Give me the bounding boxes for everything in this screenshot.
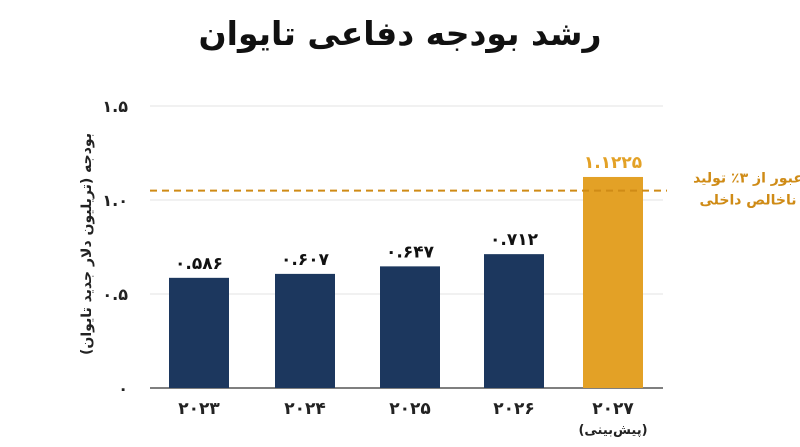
bar — [380, 266, 440, 388]
x-tick-label: ۲۰۲۳ — [178, 399, 220, 419]
data-label: ۰.۵۸۶ — [175, 254, 223, 274]
x-tick-label: ۲۰۲۷ — [592, 399, 634, 419]
chart-title: رشد بودجه دفاعی تایوان — [198, 14, 602, 53]
bar — [484, 254, 544, 388]
x-tick-label: ۲۰۲۶ — [493, 399, 535, 419]
x-tick-label: ۲۰۲۴ — [284, 399, 326, 419]
reference-line-group: عبور از ۳٪ تولید ناخالص داخلی — [150, 171, 800, 209]
reference-line-label: ناخالص داخلی — [699, 193, 796, 209]
data-label: ۰.۶۴۷ — [386, 242, 435, 262]
y-tick-label: ۱.۰ — [102, 191, 128, 210]
x-tick-sublabel: (پیش‌بینی) — [578, 423, 647, 438]
reference-line-label: عبور از ۳٪ تولید — [693, 171, 800, 187]
bars — [169, 176, 643, 388]
y-tick-label: ۰.۵ — [102, 285, 128, 304]
y-tick-label: ۱.۵ — [102, 97, 128, 116]
x-tick-label: ۲۰۲۵ — [389, 399, 431, 419]
y-axis: ۰ ۰.۵ ۱.۰ ۱.۵ — [102, 97, 128, 398]
data-label: ۰.۶۰۷ — [281, 250, 330, 270]
bar — [275, 273, 335, 388]
y-tick-label: ۰ — [118, 379, 128, 398]
bar — [169, 277, 229, 388]
bar — [583, 176, 643, 388]
y-axis-label: بودجه (تریلیون دلار جدید تایوان) — [79, 133, 95, 355]
data-label: ۱.۱۲۲۵ — [584, 153, 642, 173]
data-label: ۰.۷۱۲ — [490, 230, 539, 250]
labels: ۰.۵۸۶ ۲۰۲۳ ۰.۶۰۷ ۲۰۲۴ ۰.۶۴۷ ۲۰۲۵ ۰.۷۱۲ ۲۰۲۶ ۱.۱۲… — [175, 153, 648, 438]
